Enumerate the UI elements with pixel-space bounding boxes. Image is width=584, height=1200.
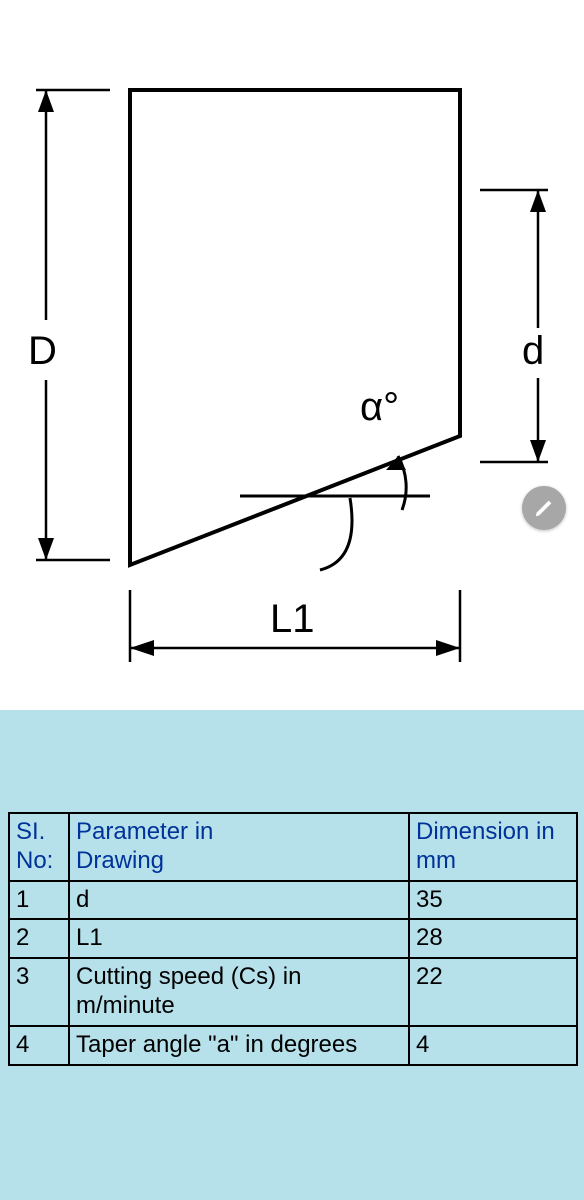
cell-param: Taper angle "a" in degrees: [69, 1026, 409, 1065]
dim-D-label: D: [28, 329, 57, 373]
table-row: 1 d 35: [9, 881, 577, 920]
cell-sl: 1: [9, 881, 69, 920]
cell-sl: 2: [9, 919, 69, 958]
dim-L1-arrow-left: [130, 640, 154, 656]
table-row: 3 Cutting speed (Cs) in m/minute 22: [9, 958, 577, 1026]
dim-d-arrow-top: [530, 190, 546, 212]
dim-d-arrow-bottom: [530, 440, 546, 462]
dim-D-arrow-bottom: [38, 538, 54, 560]
alpha-label: α°: [360, 385, 399, 429]
angle-tail: [320, 498, 352, 570]
taper-outline: [130, 90, 460, 565]
dim-D-arrow-top: [38, 90, 54, 112]
taper-diagram: α° D d L1: [0, 0, 584, 710]
edit-button[interactable]: [522, 486, 566, 530]
cell-dim: 4: [409, 1026, 577, 1065]
parameters-table: SI. No: Parameter in Drawing Dimension i…: [8, 812, 578, 1066]
cell-param: L1: [69, 919, 409, 958]
cell-param: Cutting speed (Cs) in m/minute: [69, 958, 409, 1026]
cell-param: d: [69, 881, 409, 920]
cell-sl: 4: [9, 1026, 69, 1065]
header-dim: Dimension in mm: [409, 813, 577, 881]
header-param: Parameter in Drawing: [69, 813, 409, 881]
table-row: 2 L1 28: [9, 919, 577, 958]
pencil-icon: [533, 497, 555, 519]
header-sl: SI. No:: [9, 813, 69, 881]
cell-sl: 3: [9, 958, 69, 1026]
cell-dim: 28: [409, 919, 577, 958]
cell-dim: 35: [409, 881, 577, 920]
dim-L1-arrow-right: [436, 640, 460, 656]
dim-d-label: d: [522, 329, 544, 373]
cell-dim: 22: [409, 958, 577, 1026]
table-body: 1 d 35 2 L1 28 3 Cutting speed (Cs) in m…: [9, 881, 577, 1065]
table-row: 4 Taper angle "a" in degrees 4: [9, 1026, 577, 1065]
table-header: SI. No: Parameter in Drawing Dimension i…: [9, 813, 577, 881]
dim-L1-label: L1: [270, 597, 315, 641]
